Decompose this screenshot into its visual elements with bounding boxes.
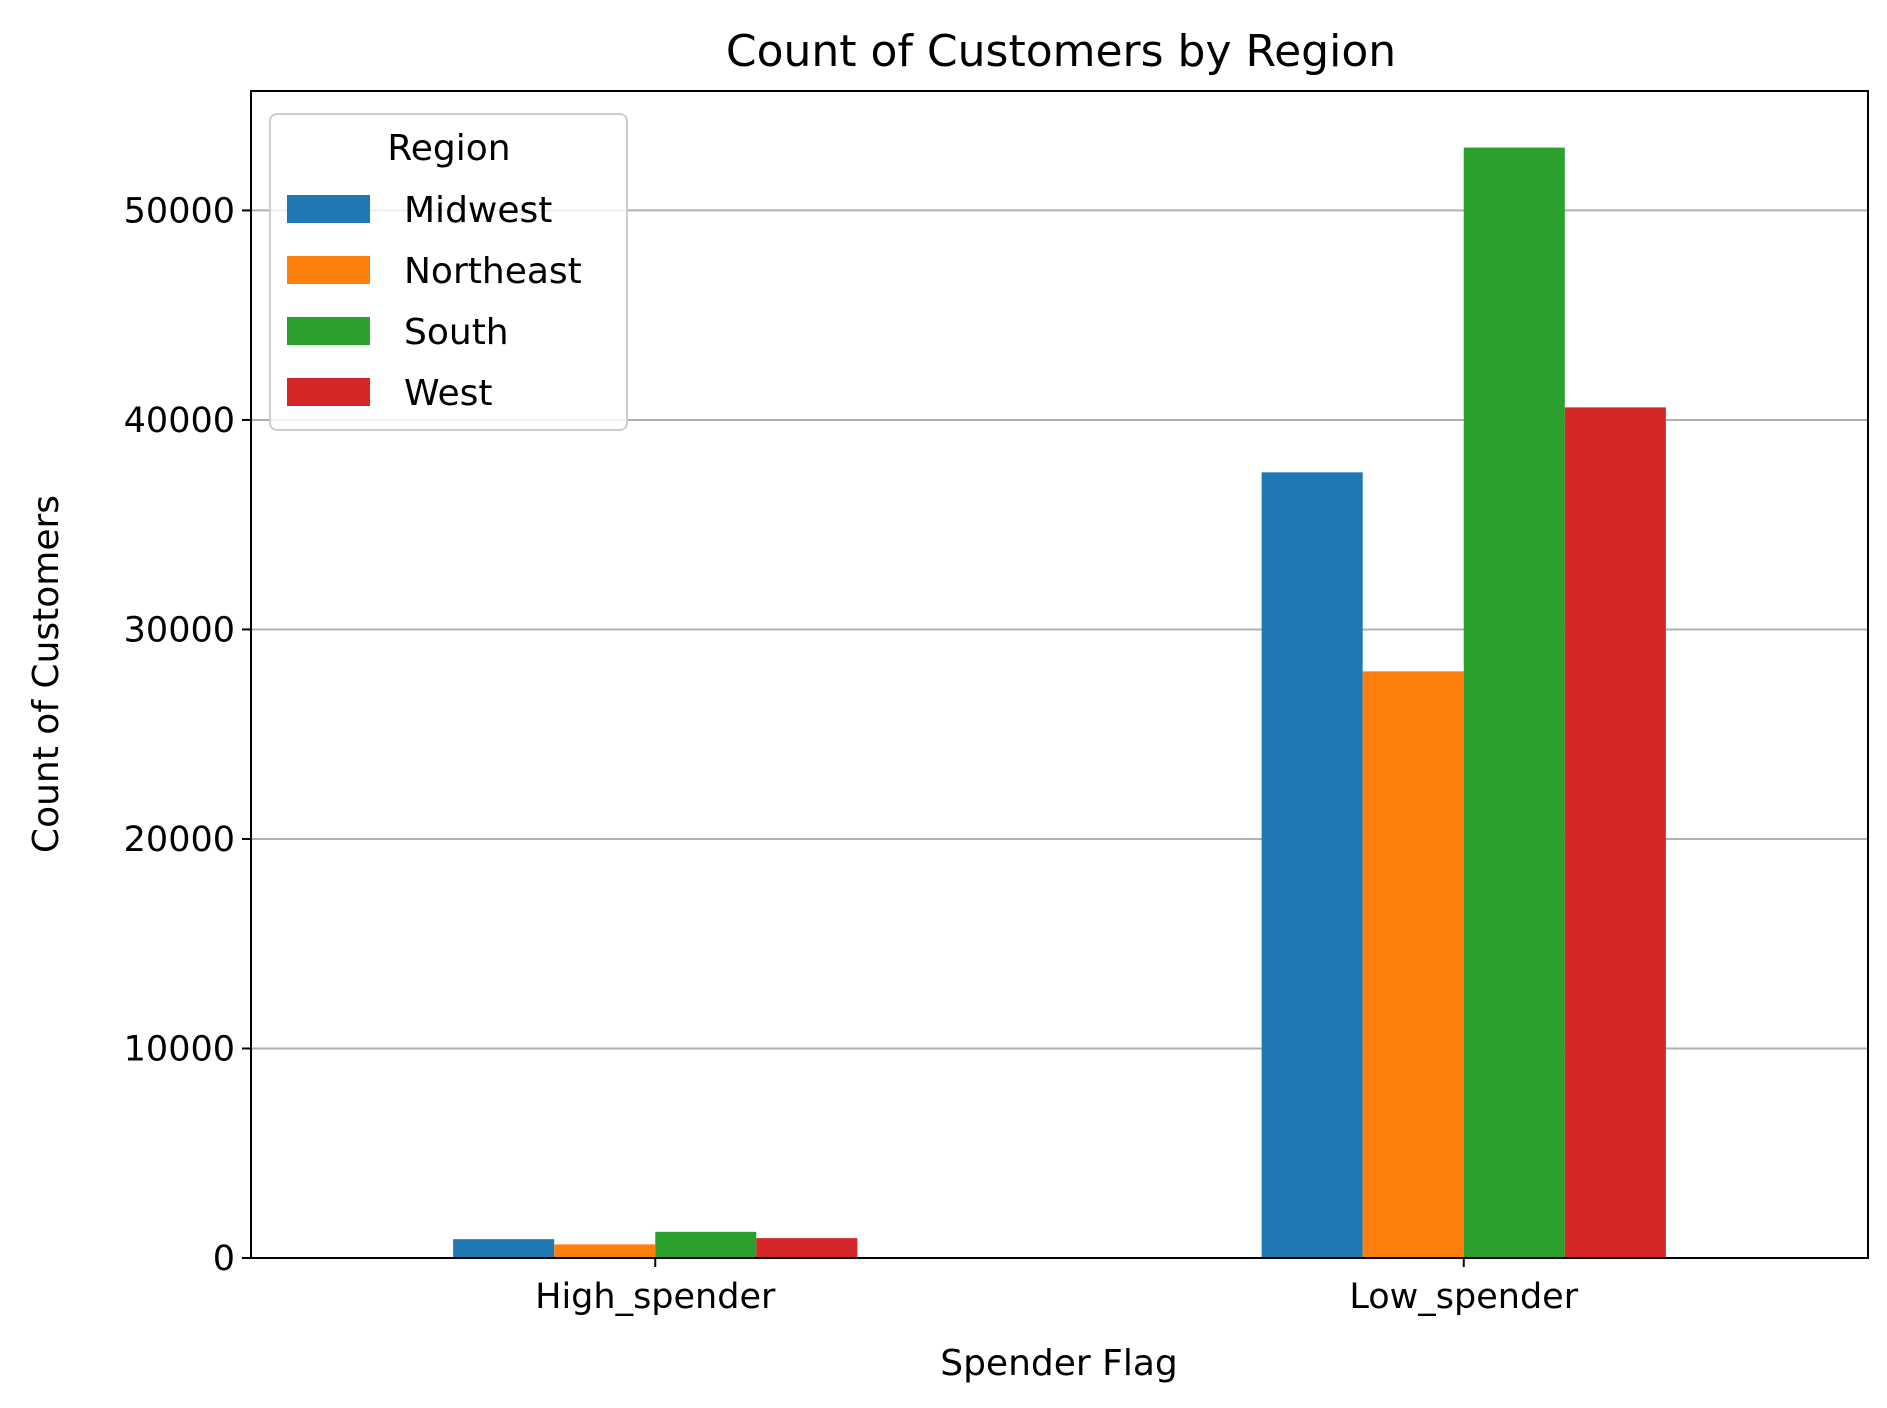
y-tick-label: 20000 — [124, 820, 235, 860]
x-tick-label: High_spender — [535, 1277, 776, 1317]
bar-northeast-low_spender — [1362, 671, 1464, 1258]
bar-northeast-high_spender — [554, 1244, 656, 1258]
bar-west-low_spender — [1564, 407, 1666, 1258]
bar-south-high_spender — [655, 1231, 757, 1258]
legend-items: Midwest Northeast South West — [287, 190, 582, 414]
legend-swatch-west — [287, 378, 370, 406]
y-axis-ticks: 0 10000 20000 30000 40000 50000 — [124, 191, 251, 1279]
chart-title: Count of Customers by Region — [726, 26, 1396, 77]
legend-title: Region — [387, 128, 510, 169]
x-axis-label: Spender Flag — [940, 1343, 1178, 1384]
bars — [453, 147, 1666, 1259]
legend-swatch-south — [287, 317, 370, 345]
bar-south-low_spender — [1463, 147, 1565, 1259]
legend: Region Midwest Northeast South West — [269, 113, 628, 431]
legend-label-midwest: Midwest — [404, 190, 552, 231]
y-tick-label: 30000 — [124, 610, 235, 650]
x-tick-label: Low_spender — [1349, 1277, 1578, 1317]
legend-label-south: South — [404, 312, 509, 353]
y-tick-label: 50000 — [124, 191, 235, 231]
plot-frame — [250, 90, 1869, 1259]
x-axis-ticks: High_spender Low_spender — [535, 1258, 1579, 1317]
legend-swatch-midwest — [287, 195, 370, 223]
legend-swatch-northeast — [287, 256, 370, 284]
bar-midwest-high_spender — [453, 1239, 555, 1258]
bar-midwest-low_spender — [1261, 472, 1363, 1259]
bar-west-high_spender — [756, 1238, 858, 1258]
legend-label-northeast: Northeast — [404, 251, 582, 292]
legend-frame — [269, 113, 628, 431]
y-tick-label: 10000 — [124, 1029, 235, 1069]
y-tick-label: 40000 — [124, 401, 235, 441]
y-axis-label: Count of Customers — [26, 495, 67, 853]
y-tick-label: 0 — [213, 1239, 235, 1279]
legend-label-west: West — [404, 373, 493, 414]
